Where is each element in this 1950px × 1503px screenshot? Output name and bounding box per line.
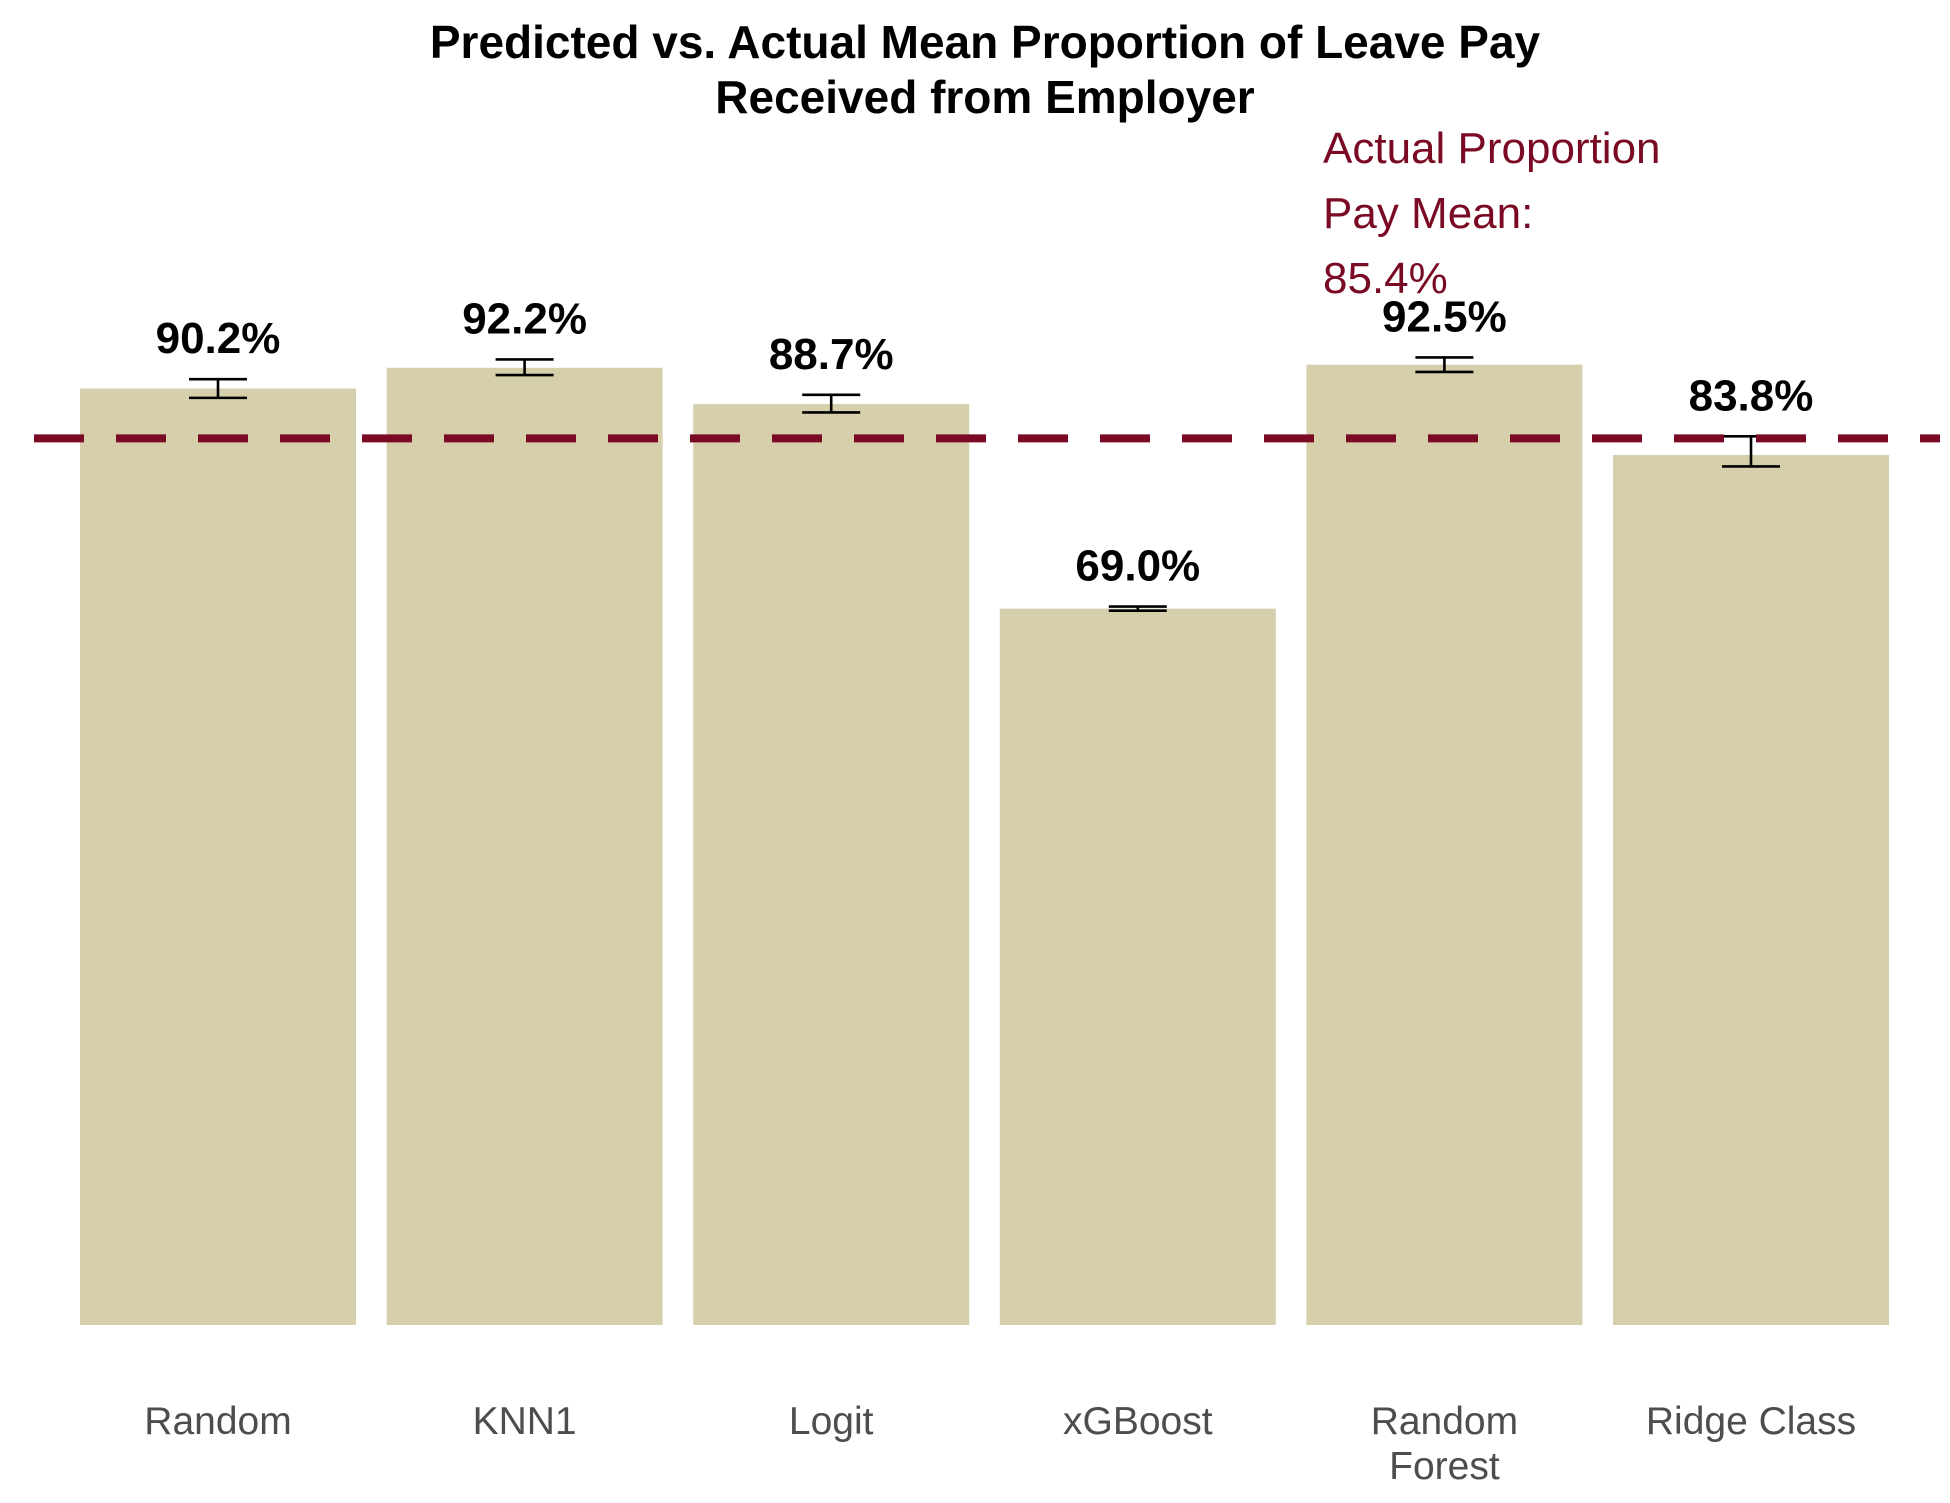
tick-label-2-line-0: Logit xyxy=(789,1400,874,1443)
tick-label-5-line-0: Ridge Class xyxy=(1646,1400,1856,1443)
value-label-0: 90.2% xyxy=(156,314,281,363)
tick-label-5: Ridge Class xyxy=(1646,1400,1856,1443)
bars-group xyxy=(80,364,1889,1326)
tick-label-3-line-0: xGBoost xyxy=(1063,1400,1213,1443)
value-label-5: 83.8% xyxy=(1689,371,1814,420)
value-label-4: 92.5% xyxy=(1382,292,1507,341)
value-label-2: 88.7% xyxy=(769,330,894,379)
tick-label-2: Logit xyxy=(789,1400,874,1443)
error-bar-0 xyxy=(189,377,247,400)
value-labels-group: 90.2% 92.2% 88.7% 69.0% 92.5% 83.8% xyxy=(156,292,1814,590)
reference-label-line-1: Actual Proportion xyxy=(1323,124,1661,173)
error-bar-2 xyxy=(802,393,861,414)
bar-2 xyxy=(693,404,970,1326)
error-bars-group xyxy=(189,356,1780,613)
tick-label-4-line-1: Forest xyxy=(1389,1445,1500,1488)
error-bar-1 xyxy=(495,358,554,377)
error-bar-4 xyxy=(1415,356,1474,374)
tick-label-0-line-0: Random xyxy=(144,1400,291,1443)
bar-1 xyxy=(386,367,663,1325)
tick-label-1-line-0: KNN1 xyxy=(473,1400,577,1443)
bar-5 xyxy=(1613,454,1889,1325)
bar-4 xyxy=(1306,364,1583,1325)
tick-label-3: xGBoost xyxy=(1063,1400,1213,1443)
chart-title: Predicted vs. Actual Mean Proportion of … xyxy=(430,16,1541,123)
value-label-1: 92.2% xyxy=(462,294,587,343)
reference-label-line-2: Pay Mean: xyxy=(1323,189,1533,238)
bar-0 xyxy=(80,388,356,1326)
x-axis-tick-labels: Random KNN1 Logit xGBoost RandomForestRidge … xyxy=(144,1400,1856,1488)
reference-label-line-3: 85.4% xyxy=(1323,254,1448,303)
value-label-3: 69.0% xyxy=(1075,542,1200,591)
tick-label-1: KNN1 xyxy=(473,1400,577,1443)
reference-line-group: Actual Proportion Pay Mean: 85.4% xyxy=(34,124,1940,443)
bar-3 xyxy=(999,608,1276,1325)
chart-title-line-1: Predicted vs. Actual Mean Proportion of … xyxy=(430,16,1541,68)
tick-label-0: Random xyxy=(144,1400,291,1443)
chart-title-line-2: Received from Employer xyxy=(715,71,1255,123)
tick-label-4-line-0: Random xyxy=(1371,1400,1518,1443)
error-bar-3 xyxy=(1108,605,1167,613)
